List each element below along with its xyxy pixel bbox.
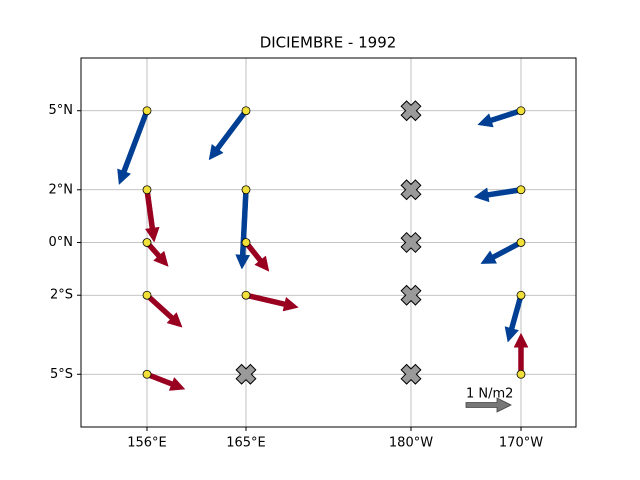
vector-arrow (235, 189, 251, 270)
missing-marker (400, 100, 422, 122)
station-marker (516, 290, 526, 300)
missing-marker (400, 231, 422, 254)
vector-arrow (117, 109, 150, 186)
vector-arrow (208, 108, 249, 161)
y-tick-label: 0°N (49, 235, 74, 250)
vector-arrow (145, 371, 186, 391)
y-tick-label: 5°S (50, 367, 73, 382)
station-marker (241, 238, 251, 247)
missing-marker (235, 363, 257, 385)
key-arrow (465, 397, 512, 413)
x-tick-label: 170°W (499, 436, 543, 451)
y-tick-label: 5°N (49, 103, 74, 118)
station-marker (241, 185, 251, 195)
missing-marker (400, 284, 422, 306)
vector-arrow (245, 292, 299, 312)
chart-title: DICIEMBRE - 1992 (260, 34, 397, 52)
key-label: 1 N/m2 (466, 387, 513, 402)
x-tick-label: 165°E (226, 436, 266, 451)
vector-arrow (480, 239, 523, 264)
y-tick-label: 2°S (50, 288, 73, 303)
missing-marker (400, 363, 422, 385)
station-marker (142, 369, 152, 379)
vector-arrow (513, 332, 529, 375)
vector-arrow (473, 187, 522, 203)
station-marker (142, 238, 152, 247)
vector-arrow (504, 294, 524, 343)
station-marker (142, 106, 152, 116)
station-marker (516, 369, 526, 379)
station-marker (241, 290, 251, 300)
station-marker (516, 238, 526, 247)
plot-frame (80, 57, 577, 428)
vector-arrow (243, 240, 270, 272)
station-marker (142, 290, 152, 300)
vector-arrow (144, 189, 160, 243)
station-marker (142, 185, 152, 195)
x-tick-label: 156°E (127, 436, 167, 451)
vector-arrow (477, 107, 523, 128)
x-tick-label: 180°W (389, 436, 433, 451)
y-tick-label: 2°N (49, 182, 74, 197)
station-marker (516, 185, 526, 195)
missing-marker (400, 179, 422, 201)
vector-arrow (144, 293, 183, 328)
station-marker (516, 106, 526, 116)
station-marker (241, 106, 251, 116)
